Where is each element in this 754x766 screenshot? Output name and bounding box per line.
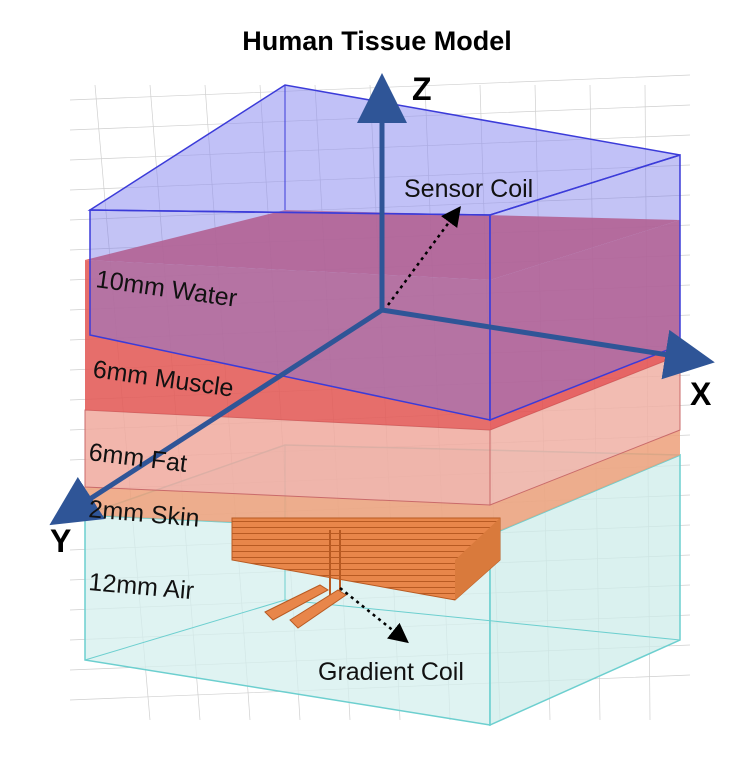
annotation-arrows [339,205,461,644]
water-layer [87,84,681,422]
gradient-coil [231,517,501,629]
gradient-coil-label: Gradient Coil [318,658,464,686]
x-axis-label: X [690,376,712,412]
coordinate-axes [49,73,715,526]
sensor-coil-arrow [386,205,461,306]
y-axis [49,307,384,526]
sensor-coil-label: Sensor Coil [404,175,533,203]
x-axis [381,307,715,380]
figure-title: Human Tissue Model [242,26,512,56]
y-axis-label: Y [50,523,71,559]
z-axis-label: Z [412,71,432,107]
